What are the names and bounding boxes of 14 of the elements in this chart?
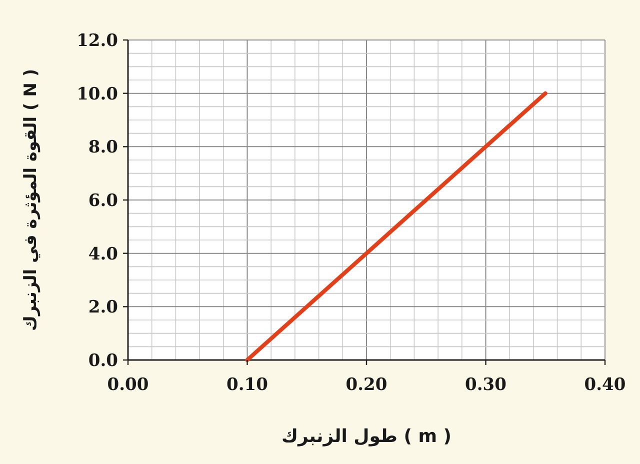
y-tick-label: 6.0	[88, 191, 118, 211]
x-tick-label: 0.40	[584, 375, 626, 395]
y-tick-label: 4.0	[88, 244, 118, 264]
x-tick-label: 0.10	[226, 375, 268, 395]
y-tick-label: 2.0	[88, 298, 118, 318]
y-tick-label: 12.0	[76, 31, 118, 51]
y-axis-title: القوة المؤثرة في الزنبرك ( N )	[21, 68, 41, 332]
y-tick-label: 8.0	[88, 138, 118, 158]
x-tick-label: 0.20	[346, 375, 388, 395]
y-tick-label: 0.0	[88, 351, 118, 371]
x-tick-label: 0.30	[465, 375, 507, 395]
y-tick-label: 10.0	[76, 84, 118, 104]
x-tick-label: 0.00	[107, 375, 149, 395]
x-axis-title: طول الزنبرك ( m )	[281, 426, 452, 447]
